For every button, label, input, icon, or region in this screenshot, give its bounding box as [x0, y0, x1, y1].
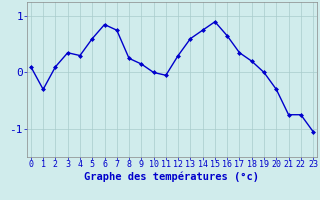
- X-axis label: Graphe des températures (°c): Graphe des températures (°c): [84, 172, 260, 182]
